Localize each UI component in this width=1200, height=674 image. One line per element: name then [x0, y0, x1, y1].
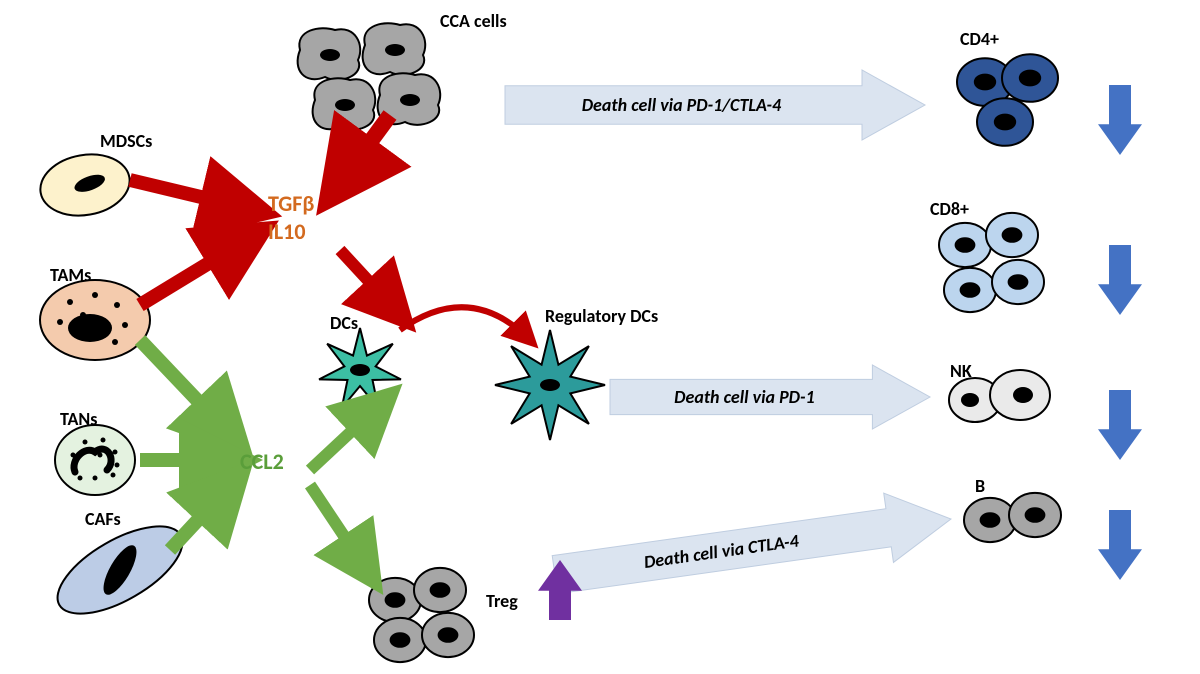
svg-text:Death cell via PD-1: Death cell via PD-1	[674, 386, 815, 408]
label-tans: TANs	[60, 408, 97, 430]
label-mdscs: MDSCs	[100, 130, 152, 152]
svg-text:Death cell via PD-1/CTLA-4: Death cell via PD-1/CTLA-4	[582, 94, 782, 116]
diagram-stage: Death cell via PD-1/CTLA-4 Death cell via…	[0, 0, 1200, 674]
label-b: B	[975, 475, 985, 497]
label-cafs: CAFs	[85, 508, 121, 530]
label-ccl2: CCL2	[240, 448, 284, 475]
diagram-svg: Death cell via PD-1/CTLA-4 Death cell via…	[0, 0, 1200, 674]
label-cd4: CD4+	[960, 28, 999, 50]
big-arrow: Death cell via PD-1	[610, 365, 930, 429]
label-tams: TAMs	[50, 264, 91, 286]
label-treg: Treg	[486, 590, 518, 612]
label-tgfb: TGFβ	[268, 190, 314, 217]
label-cd8: CD8+	[930, 198, 969, 220]
label-nk: NK	[950, 360, 972, 382]
label-il10: IL10	[268, 218, 305, 245]
big-arrow: Death cell via CTLA-4	[550, 484, 956, 609]
label-regdcs: Regulatory DCs	[545, 305, 658, 327]
big-arrow: Death cell via PD-1/CTLA-4	[505, 70, 925, 140]
label-cca: CCA cells	[440, 10, 507, 32]
label-dcs: DCs	[330, 312, 358, 334]
